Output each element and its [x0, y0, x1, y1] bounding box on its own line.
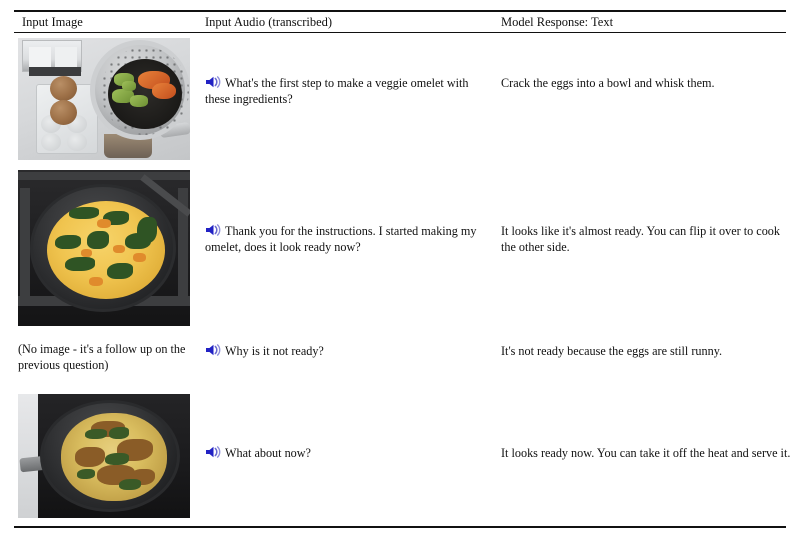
column-header-input-image: Input Image: [22, 15, 83, 29]
browned-patch: [75, 447, 105, 467]
table-header-rule: [14, 32, 786, 34]
model-response-text: It's not ready because the eggs are stil…: [501, 344, 723, 358]
table-header-row: Input Image Input Audio (transcribed) Mo…: [0, 13, 800, 32]
egg-carton-dimple: [41, 133, 61, 151]
colander-with-vegetables-and-eggs-photo: [18, 38, 190, 160]
green-vegetable-piece: [112, 89, 134, 103]
table-row: Thank you for the instructions. I starte…: [0, 170, 800, 333]
cell-input-audio: Why is it not ready?: [205, 344, 490, 360]
paper-label-sheets: [29, 47, 51, 67]
table-top-rule: [14, 10, 786, 12]
spinach-piece: [85, 429, 107, 439]
table-row: What's the first step to make a veggie o…: [0, 38, 800, 168]
spinach-piece: [65, 257, 95, 271]
cell-input-image: [18, 170, 190, 326]
frying-pan: [30, 184, 176, 312]
audio-transcript: Why is it not ready?: [205, 344, 490, 360]
speaker-icon: [205, 446, 222, 458]
spinach-piece: [69, 207, 99, 219]
green-vegetable-piece: [130, 95, 148, 107]
audio-transcript-text: What about now?: [225, 446, 311, 460]
egg-carton-dimple: [67, 133, 87, 151]
spinach-piece: [105, 453, 129, 465]
frying-pan: [40, 400, 180, 512]
paper-label-background: [22, 40, 82, 76]
orange-pepper-bit: [133, 253, 146, 262]
audio-transcript-text: Thank you for the instructions. I starte…: [205, 224, 477, 254]
stove-grate-bar: [178, 188, 188, 298]
orange-pepper-piece: [152, 83, 176, 99]
column-header-model-response: Model Response: Text: [501, 15, 614, 29]
cell-model-response: It looks like it's almost ready. You can…: [501, 224, 791, 255]
stove-grate-bar: [18, 172, 190, 180]
stove-grate-bar: [20, 188, 30, 298]
model-response-text: It looks ready now. You can take it off …: [501, 446, 791, 460]
spinach-piece: [107, 263, 133, 279]
cell-input-audio: Thank you for the instructions. I starte…: [205, 224, 490, 255]
speaker-icon: [205, 344, 222, 356]
audio-transcript-text: Why is it not ready?: [225, 344, 324, 358]
table-row: (No image - it's a follow up on the prev…: [0, 336, 800, 391]
cell-model-response: It's not ready because the eggs are stil…: [501, 344, 791, 360]
orange-pepper-bit: [113, 245, 125, 253]
spinach-piece: [119, 479, 141, 490]
cell-input-audio: What's the first step to make a veggie o…: [205, 76, 490, 107]
orange-pepper-bit: [81, 249, 92, 257]
column-header-input-audio: Input Audio (transcribed): [205, 15, 333, 29]
brown-egg: [50, 76, 77, 101]
spinach-piece: [55, 235, 81, 249]
cell-model-response: It looks ready now. You can take it off …: [501, 446, 791, 462]
model-response-text: It looks like it's almost ready. You can…: [501, 224, 780, 254]
orange-pepper-bit: [89, 277, 103, 286]
green-vegetable-piece: [122, 81, 136, 91]
metal-colander: [90, 40, 190, 140]
speaker-icon: [205, 76, 222, 88]
cell-model-response: Crack the eggs into a bowl and whisk the…: [501, 76, 791, 92]
table-row: What about now? It looks ready now. You …: [0, 394, 800, 524]
audio-transcript: What's the first step to make a veggie o…: [205, 76, 490, 107]
cell-input-image: [18, 394, 190, 518]
runny-omelet: [47, 201, 165, 299]
audio-transcript: Thank you for the instructions. I starte…: [205, 224, 490, 255]
orange-pepper-bit: [97, 219, 111, 228]
paper-label-dark-band: [29, 67, 81, 76]
table-bottom-rule: [14, 526, 786, 528]
audio-transcript: What about now?: [205, 446, 490, 462]
kitchen-wall: [18, 394, 38, 518]
cell-input-audio: What about now?: [205, 446, 490, 462]
model-response-text: Crack the eggs into a bowl and whisk the…: [501, 76, 715, 90]
spinach-piece: [77, 469, 95, 479]
spinach-piece: [137, 217, 157, 243]
runny-omelet-in-pan-photo: [18, 170, 190, 326]
brown-egg: [50, 100, 77, 125]
speaker-icon: [205, 224, 222, 236]
spinach-piece: [109, 427, 129, 439]
no-image-note: (No image - it's a follow up on the prev…: [18, 342, 186, 372]
spinach-piece: [87, 231, 109, 249]
audio-transcript-text: What's the first step to make a veggie o…: [205, 76, 469, 106]
cell-input-image: [18, 38, 190, 160]
cooked-omelet: [61, 413, 167, 501]
cooked-omelet-in-pan-photo: [18, 394, 190, 518]
colander-interior: [108, 59, 182, 129]
